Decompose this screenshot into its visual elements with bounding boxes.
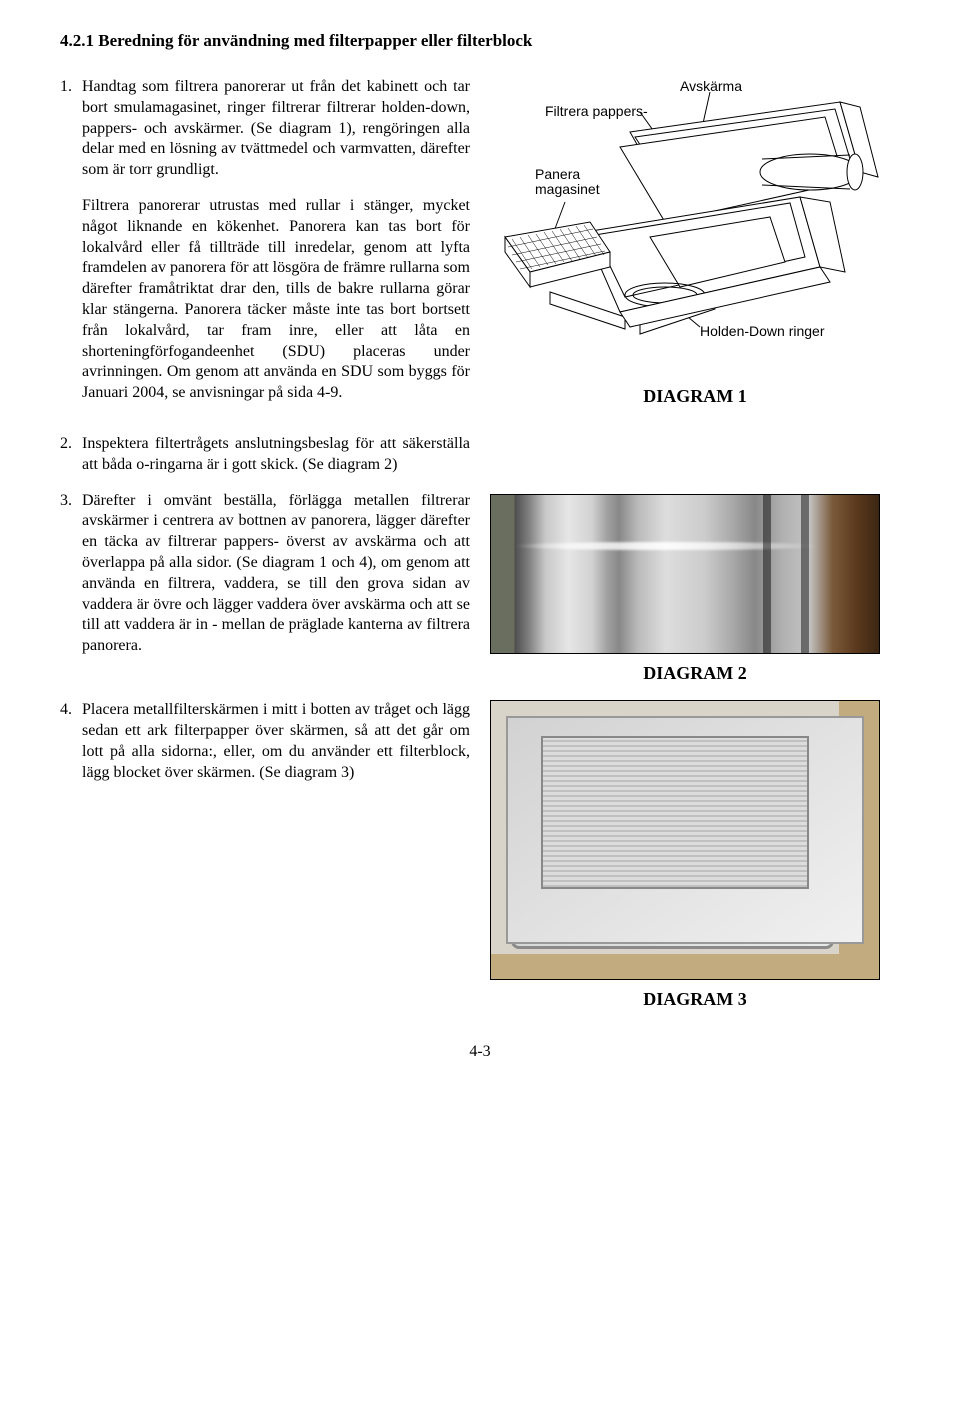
list-text: Handtag som filtrera panorerar ut från d… <box>82 77 470 181</box>
list-number: 3. <box>60 491 82 657</box>
page-number: 4-3 <box>60 1042 900 1063</box>
list-text: Inspektera filtertrågets anslutningsbesl… <box>82 434 470 476</box>
list-item: 4. Placera metallfilterskärmen i mitt i … <box>60 700 470 783</box>
section-heading: 4.2.1 Beredning för användning med filte… <box>60 30 900 52</box>
diagram-1: Avskärma Filtrera pappers- Panera magasi… <box>490 77 880 377</box>
list-text: Därefter i omvänt beställa, förlägga met… <box>82 491 470 657</box>
diagram-3-photo <box>490 700 880 980</box>
callout-filtrera-pappers: Filtrera pappers- <box>545 102 648 120</box>
callout-avskarma: Avskärma <box>680 77 742 95</box>
callout-line2: magasinet <box>535 181 600 197</box>
list-item: 1. Handtag som filtrera panorerar ut frå… <box>60 77 470 181</box>
diagram-1-label: DIAGRAM 1 <box>490 385 900 408</box>
list-item: 3. Därefter i omvänt beställa, förlägga … <box>60 491 470 657</box>
callout-line1: Panera <box>535 166 580 182</box>
list-number: 4. <box>60 700 82 783</box>
list-item: 2. Inspektera filtertrågets anslutningsb… <box>60 434 470 476</box>
paragraph: Filtrera panorerar utrustas med rullar i… <box>82 196 470 404</box>
diagram-3-label: DIAGRAM 3 <box>490 988 900 1011</box>
list-text: Placera metallfilterskärmen i mitt i bot… <box>82 700 470 783</box>
list-number: 2. <box>60 434 82 476</box>
callout-holden-down: Holden-Down ringer <box>700 322 825 340</box>
list-number: 1. <box>60 77 82 181</box>
diagram-2-label: DIAGRAM 2 <box>490 662 900 685</box>
diagram-2-photo <box>490 494 880 654</box>
callout-panera-magasinet: Panera magasinet <box>535 167 600 198</box>
